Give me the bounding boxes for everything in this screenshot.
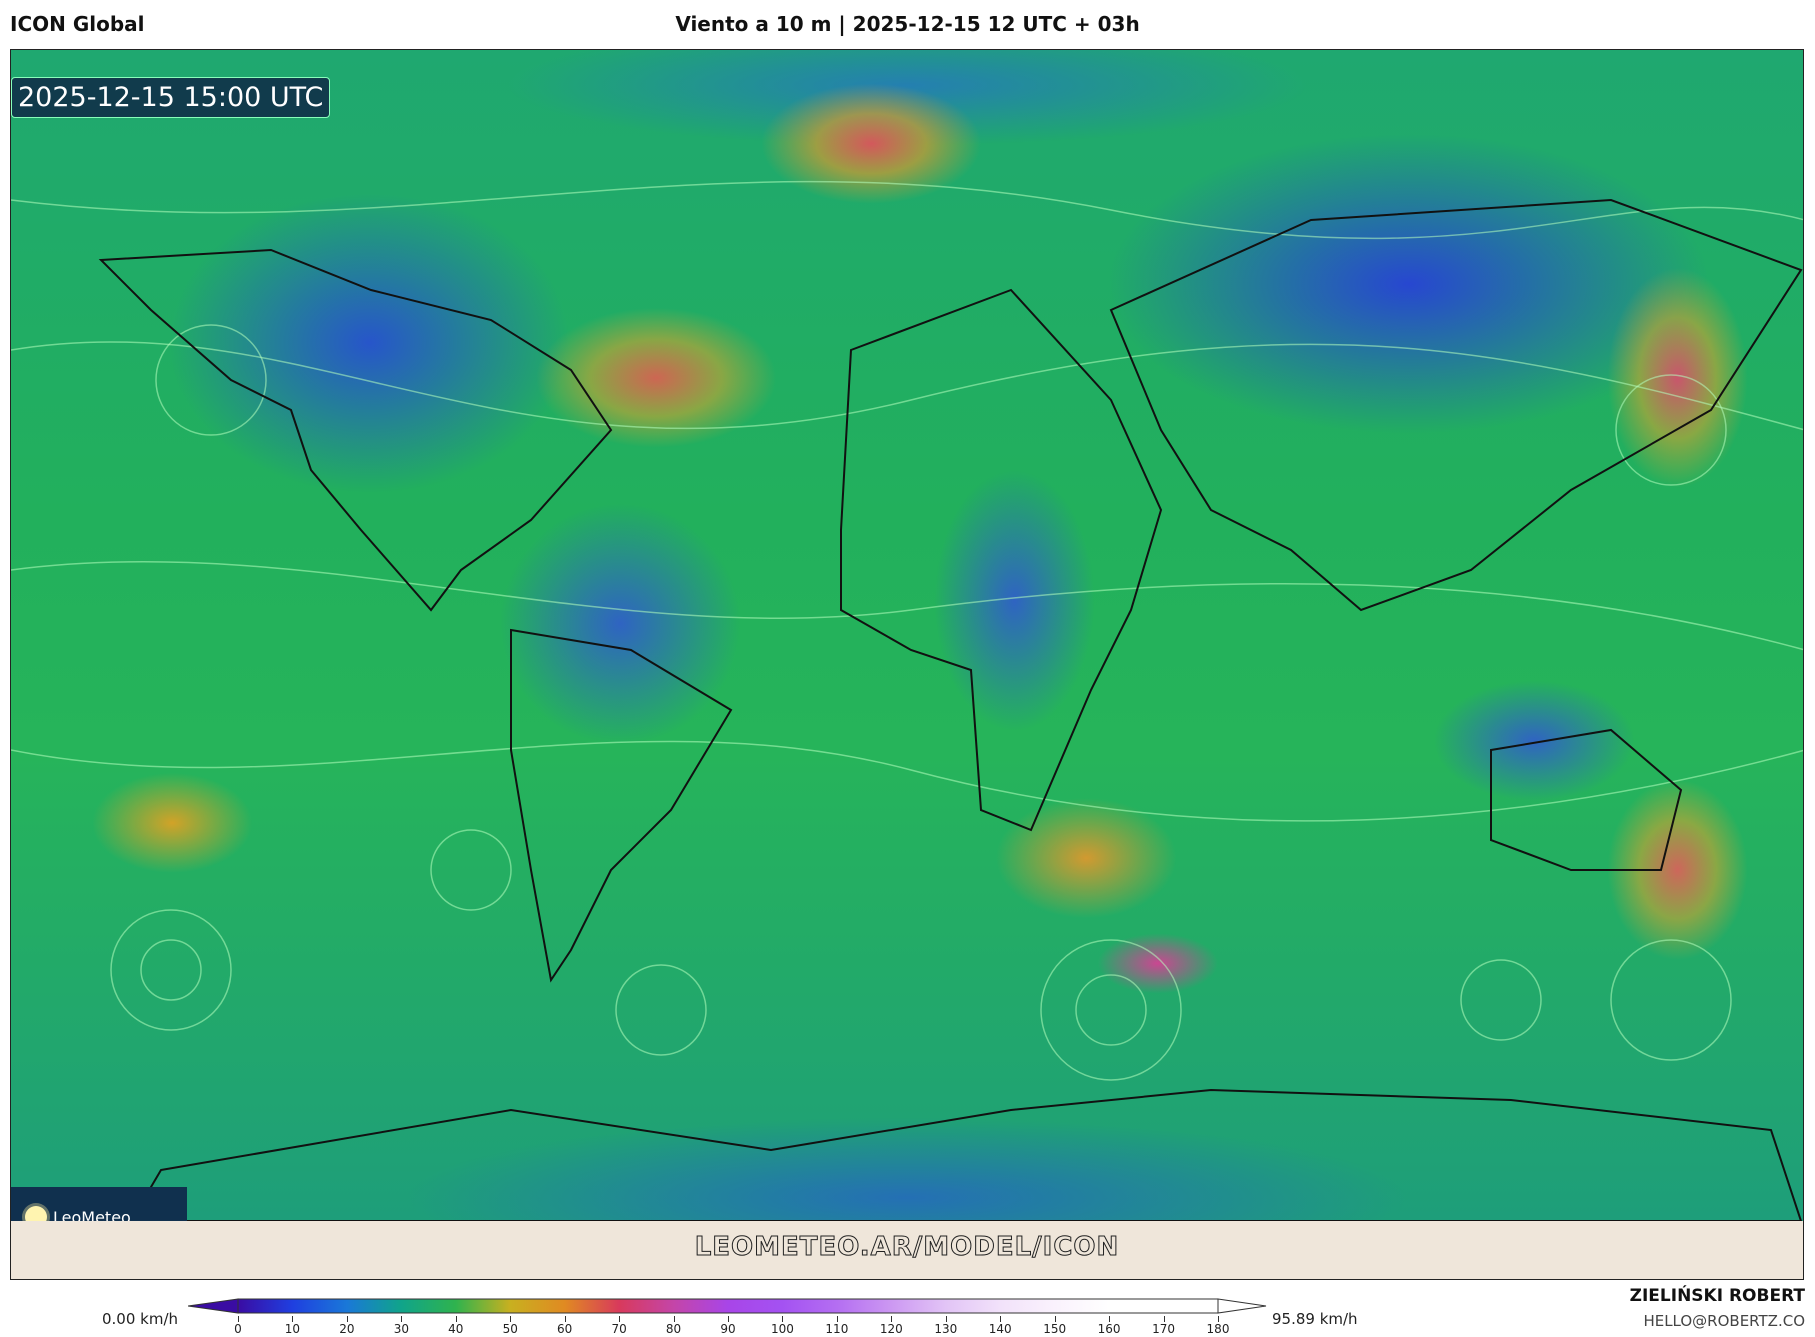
colorbar-tick-label: 130: [934, 1322, 958, 1336]
colorbar-tick: [1054, 1316, 1056, 1322]
colorbar-tick: [728, 1316, 729, 1322]
colorbar-tick-label: 40: [448, 1322, 464, 1336]
colorbar-tick-label: 30: [393, 1322, 409, 1336]
colorbar-tick-label: 150: [1043, 1322, 1067, 1336]
colorbar-tick-label: 60: [557, 1322, 573, 1336]
wind-map[interactable]: 2025-12-15 15:00 UTC LeoMeteo: [11, 50, 1803, 1221]
colorbar-tick-label: 110: [825, 1322, 849, 1336]
colorbar-tick-label: 70: [611, 1322, 627, 1336]
colorbar-tick: [510, 1316, 512, 1322]
chart-title: Viento a 10 m | 2025-12-15 12 UTC + 03h: [675, 12, 1140, 36]
colorbar-tick: [346, 1316, 348, 1322]
colorbar-tick-label: 160: [1097, 1322, 1121, 1336]
leometeo-logo[interactable]: LeoMeteo: [11, 1187, 187, 1221]
colorbar-tick: [782, 1316, 784, 1322]
sun-icon: [25, 1206, 47, 1221]
author-name: ZIELIŃSKI ROBERT: [1629, 1286, 1805, 1306]
colorbar-tick: [891, 1316, 893, 1322]
map-frame: 2025-12-15 15:00 UTC LeoMeteo LEOMETEO.A…: [10, 49, 1804, 1280]
colorbar-max-arrow: [1217, 1298, 1267, 1314]
colorbar-tick-label: 140: [988, 1322, 1012, 1336]
colorbar-tick: [1163, 1316, 1165, 1322]
colorbar-tick: [619, 1316, 621, 1322]
colorbar-max-label: 95.89 km/h: [1272, 1310, 1358, 1328]
colorbar-tick: [292, 1316, 294, 1322]
streamlines-layer: [11, 180, 1803, 1221]
model-name: ICON Global: [10, 12, 145, 36]
colorbar-tick-label: 0: [234, 1322, 242, 1336]
colorbar-tick: [564, 1316, 566, 1322]
colorbar-tick-label: 20: [339, 1322, 355, 1336]
author-email[interactable]: HELLO@ROBERTZ.CO: [1643, 1312, 1805, 1330]
colorbar-tick-label: 100: [770, 1322, 794, 1336]
colorbar-tick: [1109, 1316, 1111, 1322]
coastlines: [98, 198, 1803, 1221]
colorbar-tick: [455, 1316, 457, 1322]
site-url: LEOMETEO.AR/MODEL/ICON: [694, 1232, 1120, 1263]
colorbar-tick-label: 10: [284, 1322, 301, 1336]
colorbar-tick: [238, 1316, 239, 1322]
colorbar-tick-label: 120: [879, 1322, 903, 1336]
colorbar-tick: [673, 1316, 675, 1322]
colorbar-tick: [945, 1316, 947, 1322]
logo-text: LeoMeteo: [53, 1207, 131, 1222]
colorbar-tick-label: 50: [502, 1322, 518, 1336]
colorbar-tick: [1218, 1316, 1219, 1322]
colorbar-tick-label: 90: [720, 1322, 736, 1336]
colorbar-min-arrow: [188, 1298, 239, 1314]
colorbar-tick: [1000, 1316, 1002, 1322]
colorbar-tick-label: 180: [1206, 1322, 1230, 1336]
colorbar: [188, 1298, 1267, 1314]
colorbar-tick-label: 80: [665, 1322, 682, 1336]
colorbar-tick: [401, 1316, 403, 1322]
colorbar-min-label: 0.00 km/h: [102, 1310, 179, 1328]
colorbar-tick: [836, 1316, 838, 1322]
valid-time-label: 2025-12-15 15:00 UTC: [11, 77, 331, 118]
colorbar-tick-label: 170: [1152, 1322, 1175, 1336]
